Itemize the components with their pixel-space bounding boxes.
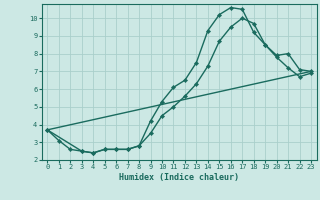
X-axis label: Humidex (Indice chaleur): Humidex (Indice chaleur) [119, 173, 239, 182]
